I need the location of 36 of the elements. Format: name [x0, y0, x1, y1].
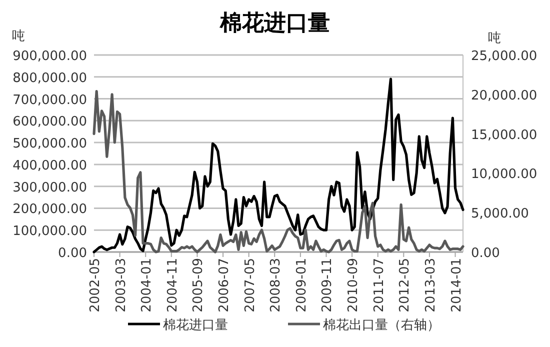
x-tick-label: 2007-05	[242, 258, 258, 312]
x-tick-label: 2003-03	[114, 258, 129, 312]
x-tick-label: 2009-11	[320, 258, 336, 312]
chart-title: 棉花进口量	[219, 10, 330, 36]
x-tick-label: 2002-05	[88, 258, 103, 312]
x-tick-label: 2008-03	[268, 258, 284, 312]
x-tick-label: 2009-01	[294, 258, 310, 312]
y-tick-label: 800,000.00	[12, 70, 87, 86]
x-tick-label: 2004-01	[140, 258, 155, 312]
x-tick-label: 2014-01	[449, 258, 464, 312]
y2-axis-title: 吨	[488, 31, 501, 46]
x-tick-label: 2012-05	[398, 258, 413, 312]
y2-tick-label: 25,000.00	[471, 49, 538, 64]
x-tick-label: 2005-09	[191, 258, 206, 312]
y2-tick-label: 20,000.00	[471, 88, 538, 104]
y2-tick-label: 10,000.00	[471, 167, 538, 182]
x-tick-label: 2010-09	[346, 258, 362, 312]
legend-label: 棉花出口量（右轴）	[323, 318, 440, 333]
y2-tick-label: 15,000.00	[471, 128, 538, 143]
x-tick-label: 2013-03	[423, 258, 438, 312]
y-tick-label: 600,000.00	[12, 114, 87, 130]
y2-tick-label: 0.00	[471, 246, 500, 261]
x-tick-label: 2011-07	[372, 258, 387, 312]
y-tick-label: 200,000.00	[12, 202, 87, 218]
y-tick-label: 0.00	[58, 246, 87, 261]
y-tick-label: 100,000.00	[12, 224, 87, 240]
y-tick-label: 700,000.00	[12, 92, 87, 108]
y-axis-title: 吨	[12, 29, 25, 44]
y-tick-label: 400,000.00	[12, 158, 87, 174]
y-tick-label: 300,000.00	[12, 180, 87, 196]
y2-tick-label: 5,000.00	[471, 206, 529, 222]
y-tick-label: 900,000.00	[12, 49, 87, 64]
x-tick-label: 2006-07	[217, 258, 232, 312]
x-tick-label: 2004-11	[165, 258, 180, 312]
legend-label: 棉花进口量	[163, 318, 228, 333]
y-tick-label: 500,000.00	[12, 136, 87, 152]
